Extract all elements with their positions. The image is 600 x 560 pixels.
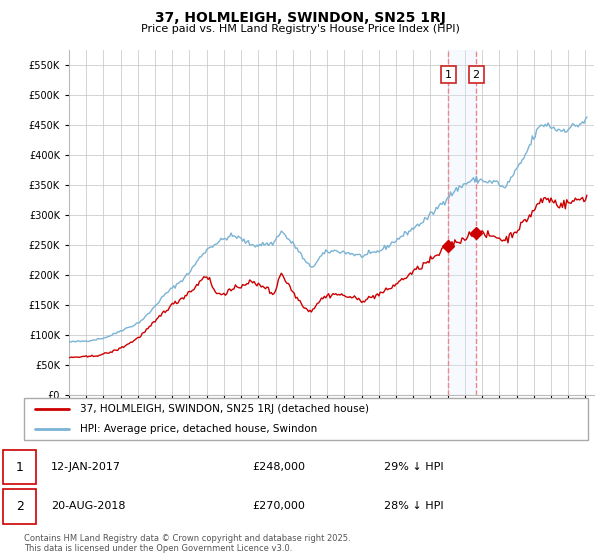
FancyBboxPatch shape (24, 398, 588, 440)
Text: Contains HM Land Registry data © Crown copyright and database right 2025.
This d: Contains HM Land Registry data © Crown c… (24, 534, 350, 553)
Text: HPI: Average price, detached house, Swindon: HPI: Average price, detached house, Swin… (80, 424, 317, 434)
Text: 1: 1 (16, 460, 24, 474)
Text: £248,000: £248,000 (252, 462, 305, 472)
Text: 1: 1 (445, 69, 452, 80)
Text: 37, HOLMLEIGH, SWINDON, SN25 1RJ (detached house): 37, HOLMLEIGH, SWINDON, SN25 1RJ (detach… (80, 404, 370, 414)
Text: 2: 2 (16, 500, 24, 513)
Text: 37, HOLMLEIGH, SWINDON, SN25 1RJ: 37, HOLMLEIGH, SWINDON, SN25 1RJ (155, 11, 445, 25)
Text: £270,000: £270,000 (252, 501, 305, 511)
Text: 29% ↓ HPI: 29% ↓ HPI (384, 462, 443, 472)
Text: 12-JAN-2017: 12-JAN-2017 (51, 462, 121, 472)
Text: 28% ↓ HPI: 28% ↓ HPI (384, 501, 443, 511)
Text: Price paid vs. HM Land Registry's House Price Index (HPI): Price paid vs. HM Land Registry's House … (140, 24, 460, 34)
Text: 20-AUG-2018: 20-AUG-2018 (51, 501, 125, 511)
Bar (448, 50, 476, 395)
Text: 2: 2 (473, 69, 479, 80)
